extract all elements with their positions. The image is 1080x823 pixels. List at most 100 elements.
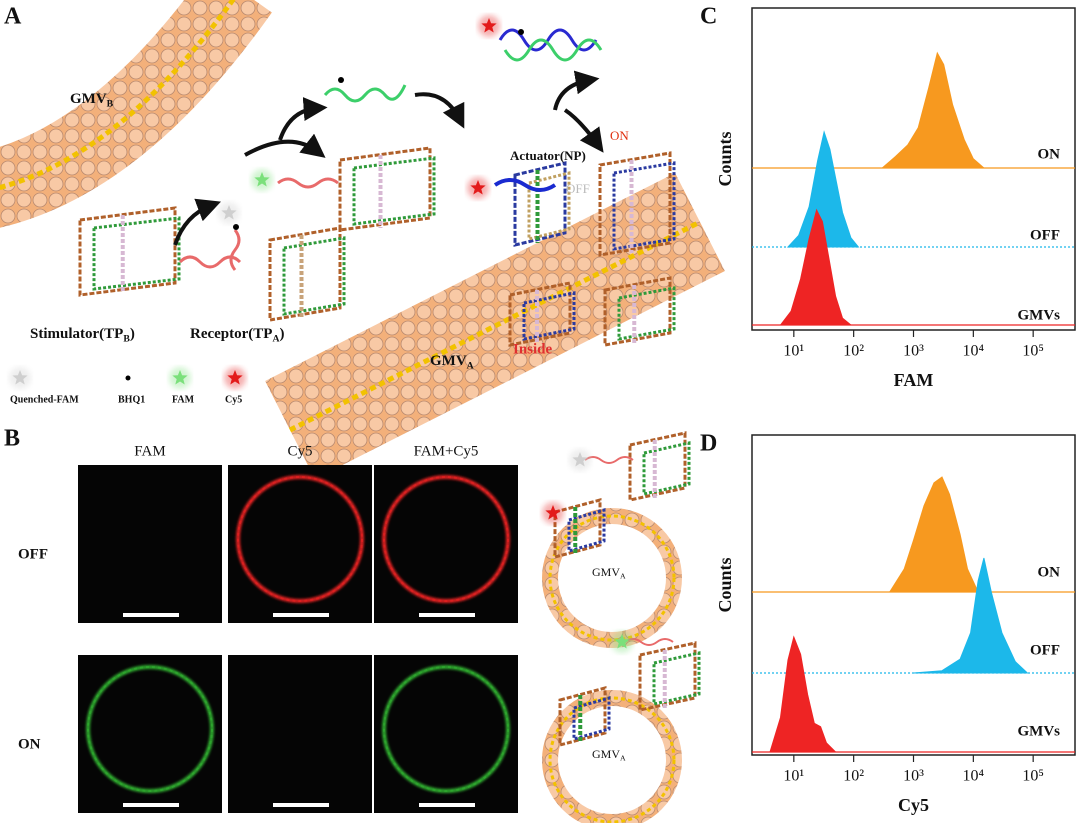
arrow	[414, 92, 465, 129]
x-tick-label: 10⁴	[963, 343, 985, 360]
dna-prism	[338, 146, 436, 232]
star	[470, 180, 486, 195]
dna-prism	[603, 276, 676, 347]
star	[172, 370, 188, 385]
vesicle-core	[548, 696, 676, 823]
strand	[584, 456, 634, 464]
arrow	[244, 133, 326, 158]
histogram	[779, 208, 853, 326]
star	[254, 172, 270, 187]
strand	[624, 638, 674, 646]
gmv-a-label: GMVA	[430, 353, 474, 371]
gmv-a-label-main: GMV	[430, 353, 467, 369]
vesicle-ring	[383, 666, 509, 792]
receptor-label-main: Receptor(TP	[190, 326, 272, 342]
panel-letter: D	[700, 431, 717, 457]
histogram	[888, 476, 979, 593]
stimulator-label-tail: )	[130, 326, 135, 342]
series-label: GMVs	[1018, 723, 1061, 739]
dna-strand	[527, 171, 571, 241]
x-tick-label: 10³	[903, 343, 924, 360]
arrow	[553, 70, 600, 111]
dna-strand	[558, 686, 607, 747]
vesicle-label-sub: A	[620, 571, 626, 580]
dna-strand	[268, 226, 342, 322]
strand	[503, 38, 603, 62]
histogram	[786, 130, 860, 248]
dna-strand	[617, 286, 676, 341]
micrograph	[374, 655, 518, 813]
dna-strand	[78, 206, 177, 297]
star	[227, 370, 243, 385]
arrow	[173, 198, 222, 246]
y-axis-label: Counts	[715, 557, 735, 612]
vesicle-core	[548, 514, 676, 642]
vesicle-ring	[237, 476, 363, 602]
dna-strand	[92, 216, 181, 291]
vesicle-label: GMVA	[592, 565, 626, 581]
dna-strand	[508, 281, 572, 347]
legend-label: Quenched-FAM	[10, 394, 79, 405]
vesicle-ring	[383, 476, 509, 602]
series-label: ON	[1038, 564, 1061, 580]
dna-strand	[352, 156, 436, 226]
row-label: ON	[18, 736, 41, 752]
dna-strand	[652, 651, 701, 706]
strand	[498, 28, 598, 52]
stimulator-label: Stimulator(TPB)	[30, 326, 135, 344]
vesicle-label-sub: A	[620, 753, 626, 762]
inside-label: Inside	[513, 341, 553, 357]
x-tick-label: 10¹	[783, 343, 804, 360]
arrow	[278, 97, 328, 141]
dna-prism	[553, 498, 606, 559]
x-tick-label: 10¹	[783, 768, 804, 785]
receptor-label-tail: )	[280, 326, 285, 342]
micrograph	[78, 655, 222, 813]
x-tick-label: 10⁵	[1022, 768, 1044, 785]
dna-prism	[628, 431, 691, 502]
receptor-label: Receptor(TPA)	[190, 326, 285, 344]
dna-strand	[612, 161, 676, 251]
gmv-b-label-sub: B	[107, 99, 114, 110]
series-label: ON	[1038, 146, 1061, 162]
strand	[493, 178, 557, 192]
dna-strand	[638, 641, 697, 712]
gmv-b-label-main: GMV	[70, 91, 107, 107]
membrane-core	[0, 0, 236, 190]
micrograph	[228, 655, 372, 813]
series-label: OFF	[1030, 642, 1060, 658]
vesicle-label-main: GMV	[592, 565, 620, 579]
dna-prism	[268, 226, 346, 322]
x-tick-label: 10⁴	[963, 768, 985, 785]
star	[221, 205, 237, 220]
dna-prism	[638, 641, 701, 712]
column-header: FAM+Cy5	[414, 443, 479, 459]
arrow	[563, 108, 604, 153]
dna-strand	[628, 431, 687, 502]
dot	[125, 375, 131, 381]
histogram	[913, 557, 1029, 674]
row-label: OFF	[18, 546, 48, 562]
on-label: ON	[610, 128, 629, 143]
panel-letter: B	[4, 426, 20, 452]
x-tick-label: 10²	[843, 768, 864, 785]
dot	[338, 77, 344, 83]
dna-prism	[598, 151, 676, 257]
legend-label: FAM	[172, 394, 195, 405]
gmv-b-label: GMVB	[70, 91, 114, 109]
legend-label: Cy5	[225, 394, 242, 405]
stimulator-label-sub: B	[123, 334, 130, 345]
dna-prism	[508, 281, 576, 347]
strand	[229, 229, 241, 271]
strand	[323, 84, 407, 103]
micrograph	[78, 465, 222, 623]
membrane	[0, 0, 272, 228]
dot	[233, 224, 239, 230]
series-label: GMVs	[1018, 307, 1061, 323]
dna-prism	[78, 206, 181, 297]
dna-strand	[338, 146, 432, 232]
dna-prism	[513, 161, 571, 247]
micrograph	[374, 465, 518, 623]
vesicle-label: GMVA	[592, 747, 626, 763]
